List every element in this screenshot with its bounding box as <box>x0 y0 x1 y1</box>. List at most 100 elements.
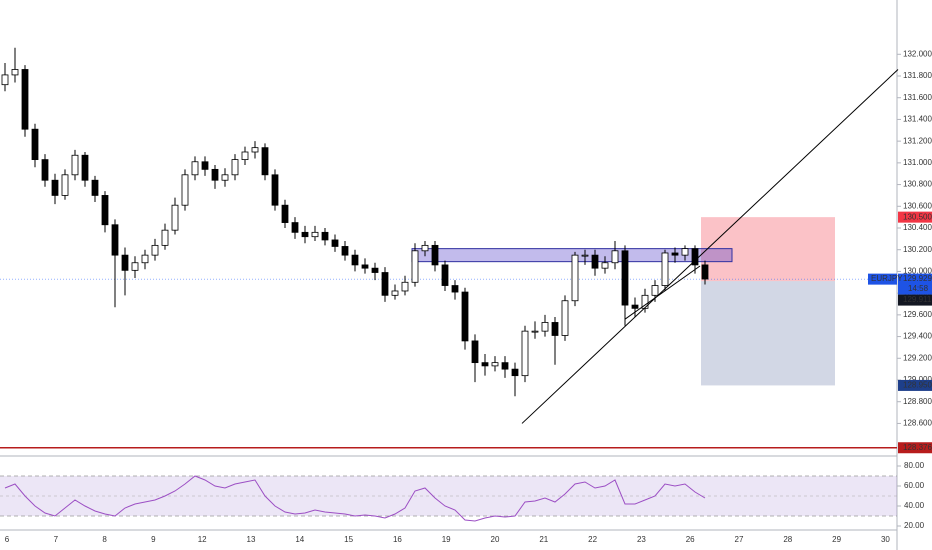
x-tick-label: 23 <box>637 535 646 544</box>
candle-body <box>71 154 79 176</box>
candle-body <box>691 248 699 266</box>
candle-body <box>191 161 199 176</box>
candle-body <box>521 330 529 377</box>
bid-price-box <box>898 294 932 306</box>
stop-level-label: 130.500 <box>903 212 932 221</box>
candle-body <box>221 174 229 181</box>
candle-body <box>361 264 369 269</box>
candle-body <box>591 254 599 269</box>
candle-body <box>491 362 499 367</box>
candle-body <box>651 285 659 296</box>
candle-body <box>141 254 149 264</box>
bid-price-label: 129.911 <box>903 295 932 304</box>
candle-body <box>551 322 559 336</box>
candle-body <box>31 128 39 160</box>
y-tick-label: 129.000 <box>903 375 932 384</box>
candle-body <box>641 294 649 309</box>
x-tick-label: 21 <box>539 535 548 544</box>
y-tick-label: 129.600 <box>903 310 932 319</box>
y-tick-label: 131.000 <box>903 158 932 167</box>
candle-body <box>381 272 389 296</box>
candle-body <box>501 362 509 370</box>
x-tick-label: 22 <box>588 535 597 544</box>
candle-body <box>301 231 309 238</box>
candle-body <box>441 264 449 286</box>
x-tick-label: 12 <box>198 535 207 544</box>
candle-body <box>661 252 669 286</box>
x-tick-label: 28 <box>783 535 792 544</box>
rsi-y-tick-label: 60.00 <box>904 481 925 490</box>
candle-body <box>391 290 399 296</box>
candle-body <box>111 224 119 256</box>
candle-body <box>561 300 569 336</box>
rsi-line <box>4 475 706 522</box>
candle-body <box>211 168 219 181</box>
candle-body <box>451 285 459 293</box>
candle-body <box>471 340 479 364</box>
candle-body <box>41 159 49 181</box>
candle-body <box>681 248 689 256</box>
candle-body <box>481 362 489 367</box>
x-tick-label: 7 <box>54 535 59 544</box>
candle-body <box>171 204 179 231</box>
candle-body <box>281 204 289 223</box>
y-tick-label: 130.000 <box>903 267 932 276</box>
candle-body <box>261 147 269 176</box>
candle-body <box>511 368 519 377</box>
target-level-box <box>898 379 932 391</box>
candle-body <box>411 250 419 283</box>
candle-body <box>311 231 319 238</box>
x-tick-label: 15 <box>344 535 353 544</box>
y-tick-label: 131.400 <box>903 115 932 124</box>
target-zone <box>701 281 835 386</box>
candle-body <box>371 267 379 273</box>
y-tick-label: 130.200 <box>903 245 932 254</box>
y-tick-label: 128.800 <box>903 397 932 406</box>
candle-body <box>621 250 629 306</box>
y-tick-label: 130.600 <box>903 201 932 210</box>
x-tick-label: 13 <box>247 535 256 544</box>
candle-body <box>541 322 549 332</box>
symbol-label: EURJPY <box>871 274 903 283</box>
candle-body <box>231 159 239 176</box>
y-tick-label: 131.200 <box>903 136 932 145</box>
x-tick-label: 9 <box>151 535 156 544</box>
candle-body <box>581 254 589 257</box>
candle-body <box>161 229 169 246</box>
candle-body <box>401 281 409 292</box>
candle-body <box>351 254 359 266</box>
candle-body <box>601 262 609 269</box>
candle-body <box>321 231 329 241</box>
candle-body <box>121 254 129 271</box>
x-tick-label: 6 <box>5 535 10 544</box>
candle-body <box>101 195 109 226</box>
candle-body <box>531 330 539 333</box>
x-tick-label: 19 <box>442 535 451 544</box>
candle-body <box>241 151 249 160</box>
candle-body <box>11 69 19 76</box>
x-tick-label: 14 <box>295 535 304 544</box>
symbol-box <box>868 273 897 285</box>
candle-body <box>631 304 639 309</box>
x-tick-label: 27 <box>735 535 744 544</box>
candle-body <box>271 174 279 206</box>
trend-line <box>624 265 701 320</box>
candle-body <box>21 69 29 130</box>
current-price-box <box>898 273 932 295</box>
y-tick-label: 129.200 <box>903 353 932 362</box>
x-tick-label: 8 <box>102 535 107 544</box>
candle-body <box>421 244 429 252</box>
y-tick-label: 131.800 <box>903 71 932 80</box>
candle-body <box>51 179 59 196</box>
candle-body <box>431 244 439 266</box>
support-level-box <box>898 442 932 454</box>
candle-body <box>201 161 209 170</box>
candle-body <box>461 291 469 342</box>
candle-body <box>1 74 9 86</box>
candle-body <box>331 239 339 247</box>
current-price-label: 129.929 <box>903 274 932 283</box>
candle-body <box>61 174 69 196</box>
